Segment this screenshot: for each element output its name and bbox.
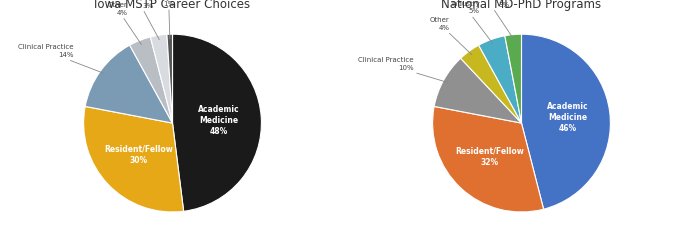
Text: Resident/Fellow
30%: Resident/Fellow 30% [104, 145, 174, 165]
Wedge shape [83, 106, 184, 212]
Wedge shape [151, 34, 173, 123]
Wedge shape [521, 34, 611, 209]
Wedge shape [505, 34, 521, 123]
Text: Academic
Medicine
46%: Academic Medicine 46% [547, 102, 589, 133]
Text: Resident/Fellow
32%: Resident/Fellow 32% [455, 147, 524, 167]
Text: Industry
3%: Industry 3% [124, 0, 160, 40]
Text: Other
4%: Other 4% [108, 2, 142, 44]
Wedge shape [432, 106, 543, 212]
Text: Government
3%: Government 3% [466, 0, 514, 39]
Text: Clinical Practice
14%: Clinical Practice 14% [18, 44, 104, 73]
Wedge shape [85, 45, 173, 123]
Text: Government
1%: Government 1% [147, 0, 190, 39]
Wedge shape [167, 34, 173, 123]
Wedge shape [130, 37, 173, 123]
Wedge shape [461, 45, 521, 123]
Wedge shape [434, 58, 521, 123]
Title: Iowa MSTP Career Choices: Iowa MSTP Career Choices [94, 0, 251, 11]
Wedge shape [173, 34, 262, 211]
Text: Academic
Medicine
48%: Academic Medicine 48% [198, 105, 239, 136]
Text: Other
4%: Other 4% [430, 17, 472, 55]
Text: Industry
5%: Industry 5% [451, 1, 493, 43]
Wedge shape [479, 36, 521, 123]
Title: National MD-PhD Programs: National MD-PhD Programs [441, 0, 602, 11]
Text: Clinical Practice
10%: Clinical Practice 10% [359, 57, 448, 82]
